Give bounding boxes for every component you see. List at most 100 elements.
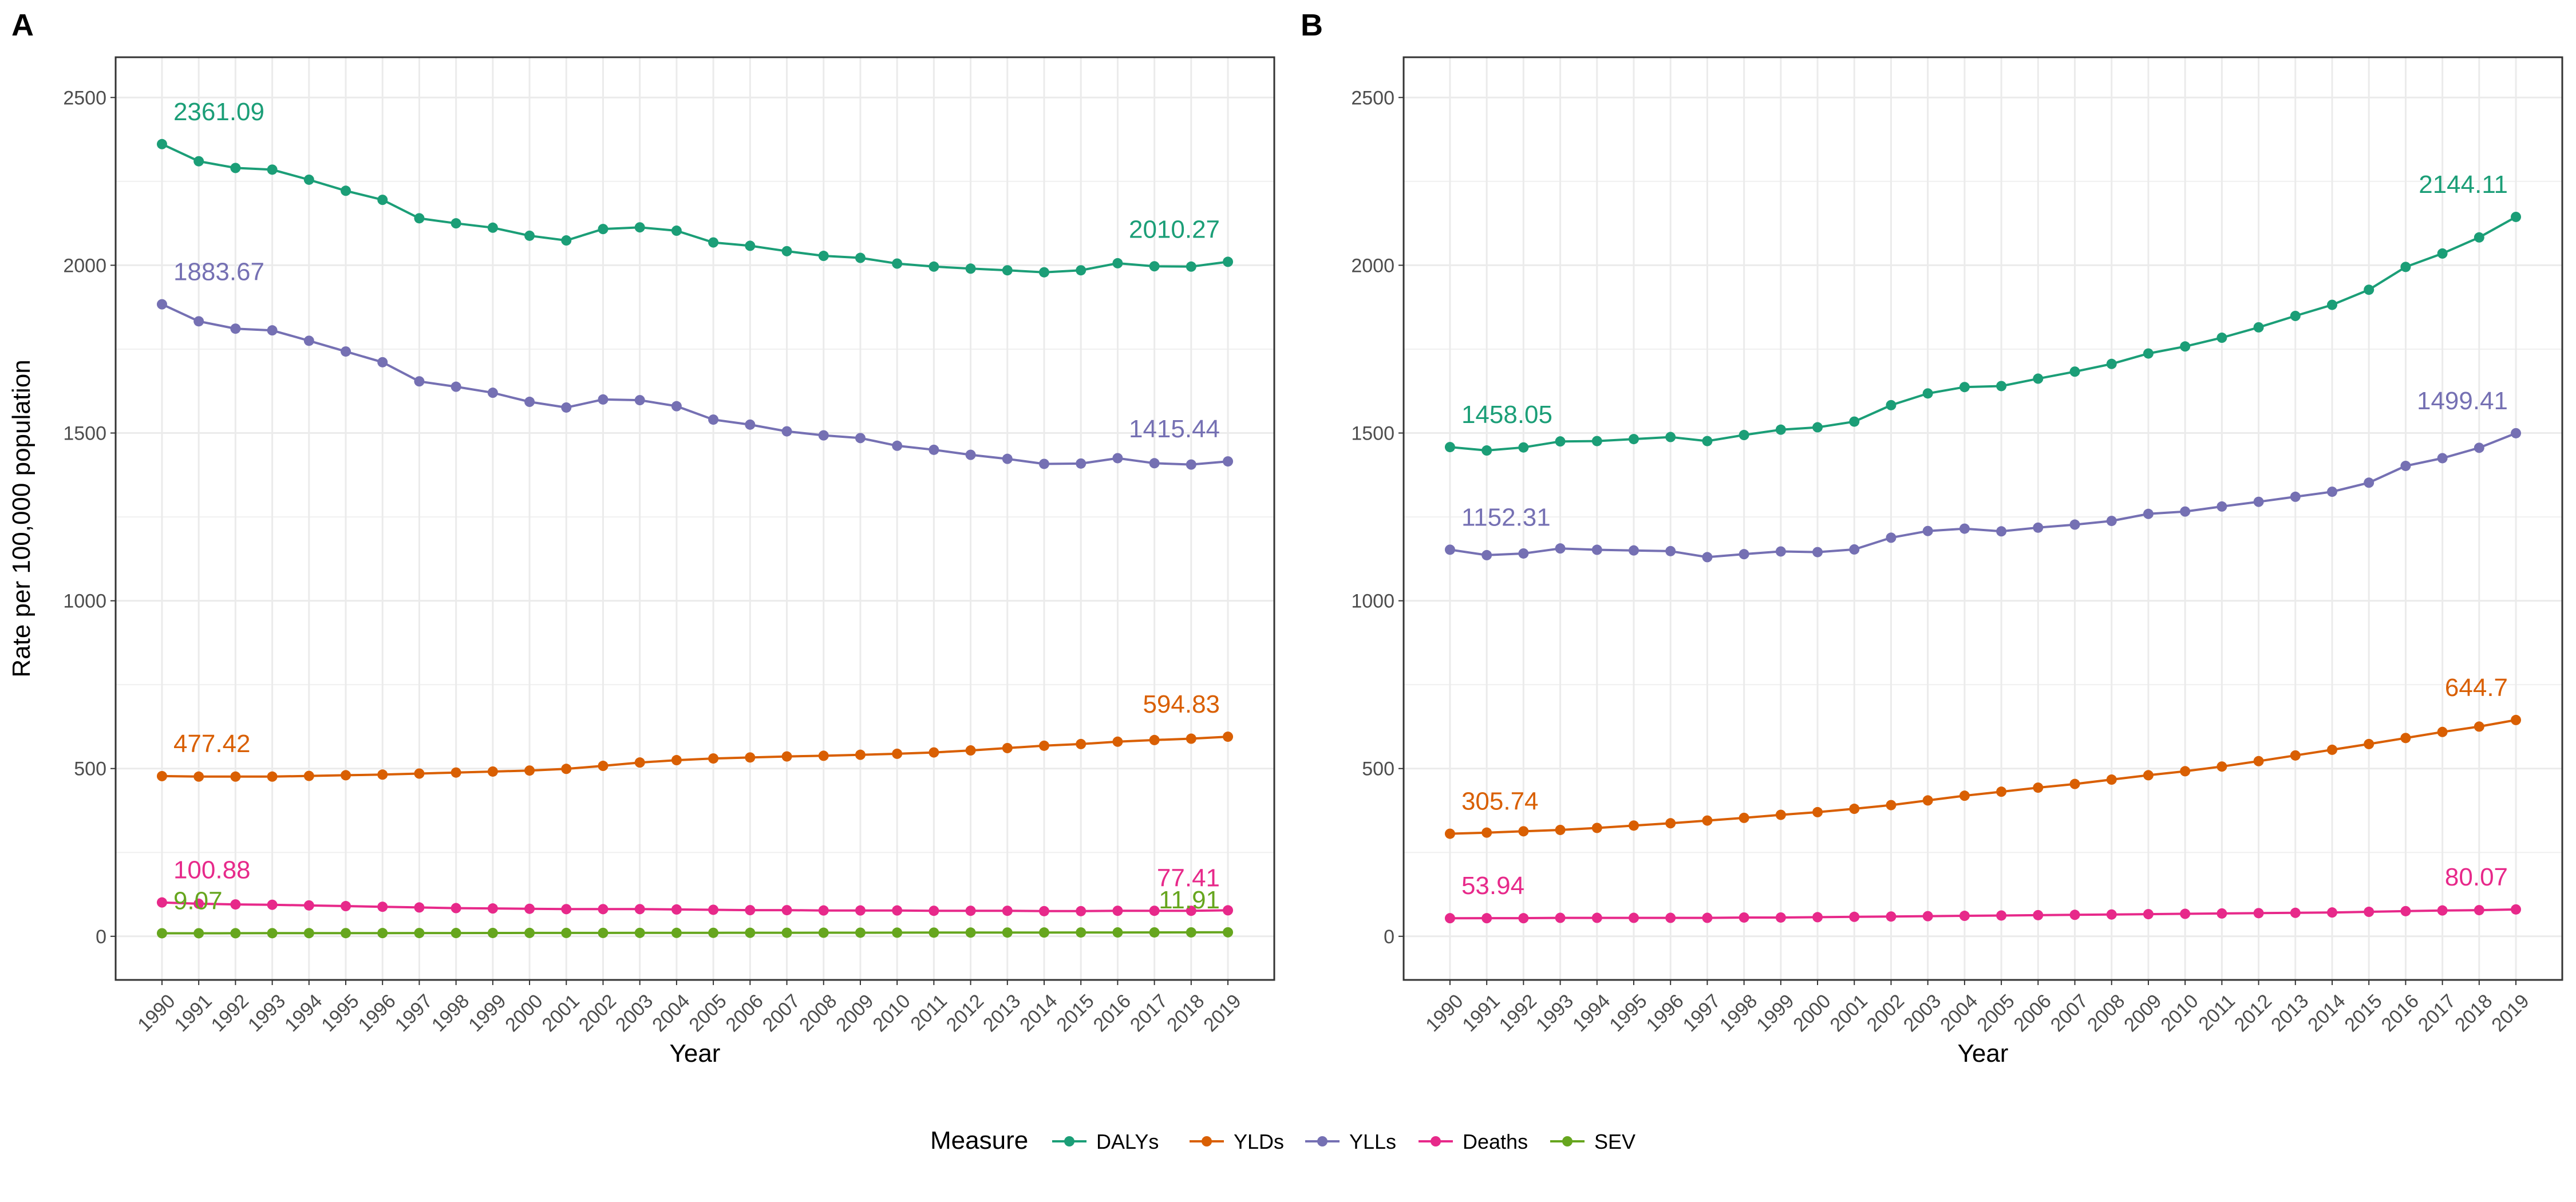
end-value-label-sev: 11.91 xyxy=(1159,886,1220,914)
data-point-dalys xyxy=(1629,434,1639,445)
data-point-deaths xyxy=(1886,911,1897,922)
data-point-dalys xyxy=(929,261,939,272)
data-point-sev xyxy=(524,927,535,938)
data-point-ylls xyxy=(1629,545,1639,556)
legend-item-ylls: YLLs xyxy=(1305,1130,1396,1153)
data-point-sev xyxy=(487,927,498,938)
data-point-ylls xyxy=(781,426,792,437)
data-point-ylls xyxy=(671,401,682,412)
data-point-ylds xyxy=(2217,761,2227,772)
series-line-dalys xyxy=(1449,216,2516,452)
start-value-label-ylds: 477.42 xyxy=(173,730,251,758)
data-point-ylds xyxy=(1702,815,1713,826)
x-tick-label: 2010 xyxy=(868,990,914,1036)
data-point-dalys xyxy=(2069,366,2080,377)
data-point-dalys xyxy=(2400,262,2411,272)
data-point-ylls xyxy=(1038,458,1049,469)
data-point-ylls xyxy=(1849,544,1860,555)
data-point-ylls xyxy=(193,316,204,327)
data-point-dalys xyxy=(2364,284,2374,295)
x-tick-label: 1993 xyxy=(244,990,290,1036)
data-point-ylds xyxy=(1112,736,1123,747)
x-tick-label: 2007 xyxy=(758,990,804,1036)
data-point-dalys xyxy=(2511,211,2522,222)
data-point-deaths xyxy=(2400,906,2411,916)
data-point-ylls xyxy=(1959,523,1970,534)
series-line-sev xyxy=(162,931,1228,935)
x-tick-label: 1992 xyxy=(207,990,253,1036)
x-tick-label: 1995 xyxy=(317,990,363,1036)
data-point-ylls xyxy=(524,397,535,408)
data-point-ylls xyxy=(2143,508,2154,519)
data-point-dalys xyxy=(892,258,903,269)
data-point-ylds xyxy=(1812,806,1823,817)
data-point-deaths xyxy=(267,899,278,910)
x-tick-label: 2007 xyxy=(2046,990,2092,1036)
x-tick-label: 1990 xyxy=(133,990,179,1036)
start-value-label-deaths: 53.94 xyxy=(1461,872,1524,900)
x-tick-label: 2015 xyxy=(2340,990,2386,1036)
data-point-ylds xyxy=(671,755,682,766)
data-point-deaths xyxy=(1186,906,1196,916)
data-point-dalys xyxy=(2290,310,2301,321)
data-point-dalys xyxy=(1555,436,1566,447)
data-point-deaths xyxy=(598,904,609,915)
x-tick-label: 2014 xyxy=(2304,990,2349,1036)
data-point-dalys xyxy=(230,163,241,173)
legend-item-sev: SEV xyxy=(1550,1130,1635,1153)
data-point-ylls xyxy=(2290,491,2301,502)
legend-key-point xyxy=(1064,1136,1074,1146)
data-point-deaths xyxy=(2180,908,2191,919)
data-point-sev xyxy=(414,928,425,939)
data-point-ylds xyxy=(2143,770,2154,781)
x-tick-label: 1994 xyxy=(1568,990,1614,1036)
data-point-ylls xyxy=(1002,453,1013,464)
data-point-ylds xyxy=(634,757,645,768)
data-point-ylls xyxy=(2217,501,2227,512)
data-point-ylls xyxy=(561,402,572,413)
data-point-deaths xyxy=(156,897,167,908)
y-tick-label: 2500 xyxy=(63,87,106,109)
data-point-sev xyxy=(341,928,351,939)
x-tick-label: 1998 xyxy=(428,990,473,1036)
x-tick-label: 1996 xyxy=(1642,990,1688,1036)
data-point-sev xyxy=(708,927,719,938)
panel-tag: B xyxy=(1301,8,1323,42)
data-point-ylds xyxy=(818,750,829,761)
data-point-sev xyxy=(781,927,792,938)
data-point-dalys xyxy=(1186,261,1196,272)
series-line-ylls xyxy=(161,303,1228,466)
data-point-ylds xyxy=(1149,734,1160,745)
data-point-dalys xyxy=(2180,341,2191,352)
x-tick-label: 2003 xyxy=(1899,990,1945,1036)
start-value-label-ylls: 1883.67 xyxy=(173,258,264,286)
data-point-deaths xyxy=(1922,911,1933,922)
x-tick-label: 2006 xyxy=(722,990,768,1036)
data-point-ylls xyxy=(1112,453,1123,464)
end-value-label-deaths: 77.41 xyxy=(1157,864,1220,892)
data-point-dalys xyxy=(1481,445,1492,456)
data-point-ylls xyxy=(230,323,241,334)
data-point-ylds xyxy=(1996,786,2007,797)
y-tick-label: 1000 xyxy=(63,591,106,612)
series-line-deaths xyxy=(1449,908,2516,920)
data-point-ylds xyxy=(1444,828,1455,839)
data-point-sev xyxy=(598,927,609,938)
data-point-ylls xyxy=(1922,525,1933,536)
data-point-deaths xyxy=(524,903,535,914)
data-point-ylds xyxy=(598,761,609,772)
data-point-dalys xyxy=(1112,258,1123,268)
data-point-dalys xyxy=(634,222,645,233)
data-point-dalys xyxy=(1812,422,1823,433)
data-point-dalys xyxy=(2253,322,2264,333)
x-tick-label: 1991 xyxy=(1458,990,1504,1036)
x-tick-label: 2017 xyxy=(2414,990,2460,1036)
data-point-ylds xyxy=(414,768,425,779)
data-point-sev xyxy=(1076,927,1086,938)
data-point-ylls xyxy=(1518,548,1529,559)
legend-key-point xyxy=(1202,1136,1212,1146)
x-tick-label: 2018 xyxy=(1163,990,1208,1036)
x-tick-label: 2002 xyxy=(575,990,621,1036)
data-point-dalys xyxy=(341,185,351,196)
